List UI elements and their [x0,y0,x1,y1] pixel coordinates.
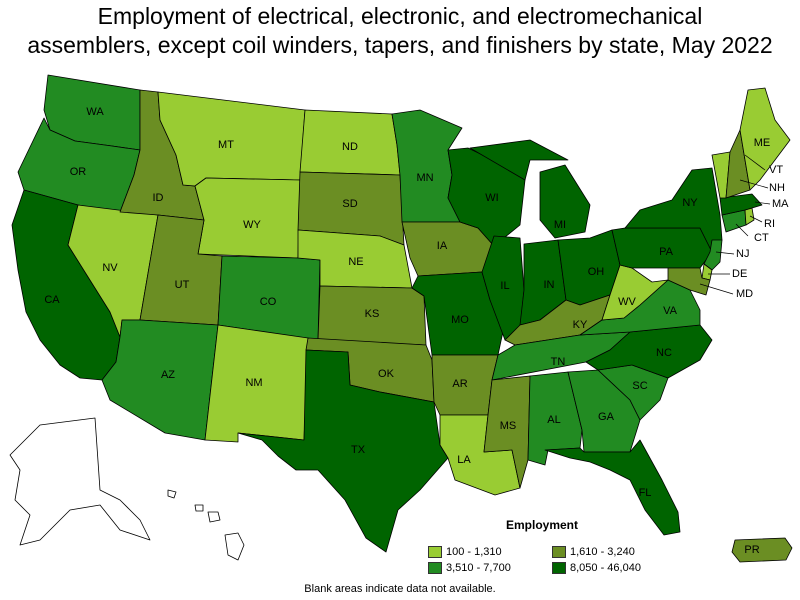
state-PR[interactable] [731,537,793,563]
legend-swatch-3 [428,562,442,574]
state-label-IL: IL [500,280,509,292]
state-NC[interactable] [585,324,713,379]
state-label-WI: WI [485,192,498,204]
state-label-ND: ND [342,141,358,153]
state-label-ID: ID [153,192,164,204]
footnote: Blank areas indicate data not available. [304,583,496,595]
state-label-AZ: AZ [161,369,175,381]
state-label-TX: TX [351,444,366,456]
state-label-KS: KS [365,308,380,320]
state-label-OH: OH [588,266,605,278]
state-label-MA: MA [772,198,789,210]
state-label-CT: CT [754,232,769,244]
state-label-MT: MT [218,139,234,151]
state-label-VT: VT [769,164,783,176]
state-label-NM: NM [245,377,262,389]
state-label-WV: WV [618,296,636,308]
state-label-NC: NC [656,347,672,359]
state-ME[interactable] [739,87,791,191]
legend-swatch-4 [552,562,566,574]
legend-label-1: 100 - 1,310 [446,546,502,558]
state-label-MD: MD [736,288,753,300]
legend-item-3: 3,510 - 7,700 [428,562,511,574]
legend-swatch-2 [552,546,566,558]
legend-label-3: 3,510 - 7,700 [446,562,511,574]
state-AK[interactable] [9,417,151,546]
legend-title: Employment [506,518,579,532]
state-label-PR: PR [744,544,759,556]
state-label-LA: LA [457,454,471,466]
state-TX[interactable] [237,349,449,553]
label-leader-lines [699,154,771,295]
state-label-NH: NH [769,182,785,194]
state-label-IA: IA [437,240,448,252]
legend-item-2: 1,610 - 3,240 [552,546,635,558]
state-label-RI: RI [764,218,775,230]
state-labels: WA OR CA NV ID MT WY UT AZ CO NM ND SD NE KS OK TX MN IA MO… [44,106,789,556]
state-HI[interactable] [167,489,245,561]
map-title-line2: assemblers, except coil winders, tapers,… [27,32,773,58]
legend-label-2: 1,610 - 3,240 [570,546,635,558]
state-label-UT: UT [175,279,190,291]
state-label-DE: DE [732,268,747,280]
legend-item-1: 100 - 1,310 [428,546,502,558]
state-label-VA: VA [663,305,678,317]
state-FL[interactable] [544,439,681,536]
state-label-SD: SD [342,198,357,210]
state-label-MN: MN [416,172,433,184]
state-label-NY: NY [682,197,698,209]
state-label-TN: TN [551,356,566,368]
state-MI[interactable] [469,139,591,239]
state-label-AL: AL [547,414,560,426]
state-label-CO: CO [260,296,277,308]
state-RI[interactable] [744,207,755,226]
state-label-OR: OR [70,166,87,178]
state-label-FL: FL [639,487,652,499]
state-label-CA: CA [44,294,60,306]
legend-label-4: 8,050 - 46,040 [570,562,641,574]
legend-item-4: 8,050 - 46,040 [552,562,641,574]
state-KS[interactable] [317,285,427,346]
state-label-MI: MI [554,219,566,231]
state-label-KY: KY [573,319,588,331]
state-label-NE: NE [348,256,363,268]
state-label-AR: AR [452,378,467,390]
state-label-WY: WY [243,219,261,231]
map-title: Employment of electrical, electronic, an… [0,2,800,60]
legend-swatch-1 [428,546,442,558]
state-label-PA: PA [659,246,674,258]
map-title-line1: Employment of electrical, electronic, an… [97,3,703,29]
state-label-OK: OK [378,368,395,380]
state-label-MS: MS [500,420,517,432]
state-MA[interactable] [719,193,763,216]
state-label-MO: MO [451,314,469,326]
state-label-IN: IN [544,279,555,291]
state-NY[interactable] [624,167,723,253]
state-label-GA: GA [598,411,615,423]
state-label-NJ: NJ [736,248,749,260]
state-label-WA: WA [86,106,104,118]
state-MD[interactable] [667,267,711,296]
state-CO[interactable] [217,255,321,341]
state-label-SC: SC [632,380,647,392]
state-label-NV: NV [102,262,118,274]
state-label-ME: ME [754,137,771,149]
